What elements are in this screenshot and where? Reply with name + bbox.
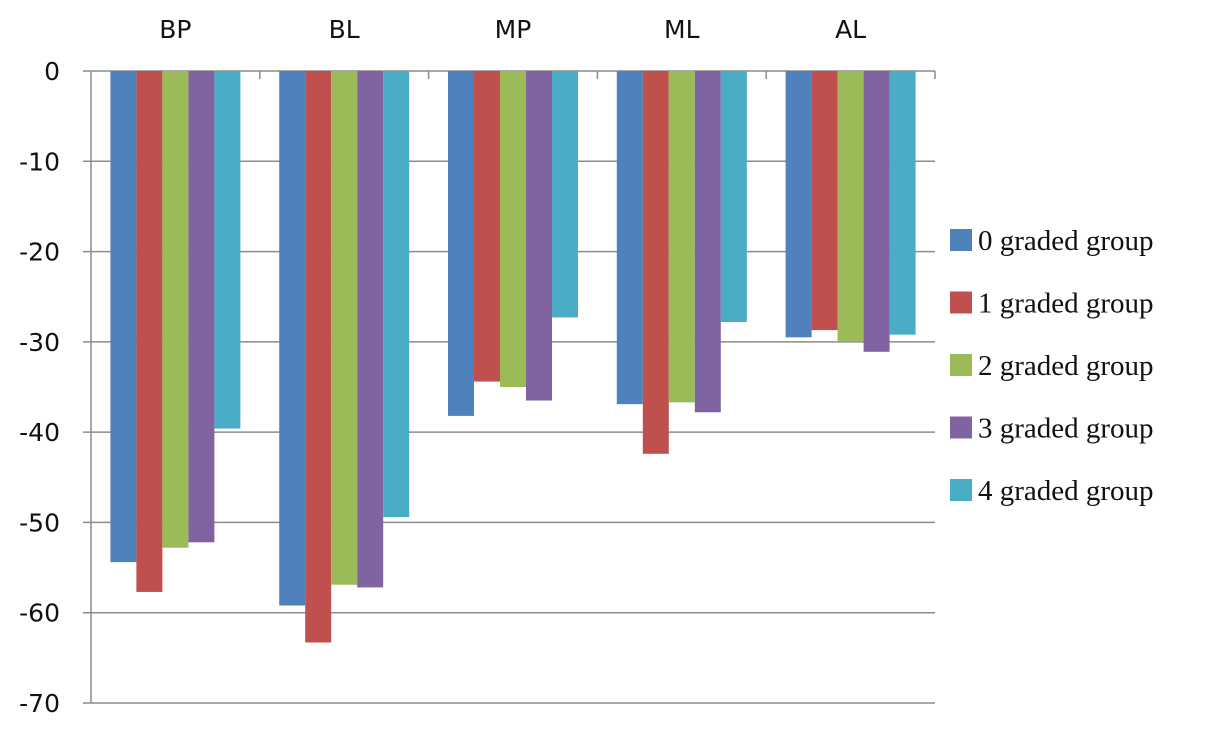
category-label: ML [664, 15, 700, 44]
axes [90, 71, 936, 703]
y-tick-label: 0 [44, 57, 60, 86]
category-labels: BP BL MP ML AL [159, 15, 866, 44]
bar-mp-series-2 [500, 71, 526, 387]
bar-bp-series-0 [110, 71, 137, 563]
y-tick-label: -20 [19, 238, 60, 267]
bar-ml-series-2 [668, 71, 695, 403]
bar-bl-series-4 [383, 71, 410, 518]
bar-bl-series-3 [357, 71, 384, 588]
bar-al-series-3 [863, 71, 890, 352]
legend-label: 0 graded group [978, 225, 1154, 257]
y-tick-label: -10 [19, 147, 60, 176]
bars [110, 71, 916, 643]
y-tick-label: -40 [19, 418, 60, 447]
category-label: AL [835, 15, 866, 44]
bar-mp-series-3 [526, 71, 552, 401]
legend-swatch [950, 291, 972, 314]
bar-bl-series-1 [305, 71, 332, 643]
bar-ml-series-4 [720, 71, 747, 322]
bar-al-series-0 [785, 71, 812, 338]
legend-label: 2 graded group [978, 350, 1154, 382]
legend-label: 3 graded group [978, 413, 1154, 445]
bar-bl-series-2 [331, 71, 358, 585]
category-label: BL [329, 15, 360, 44]
bar-mp-series-0 [448, 71, 474, 416]
bar-ml-series-3 [694, 71, 721, 413]
category-label: MP [495, 15, 532, 44]
bar-ml-series-0 [616, 71, 643, 405]
legend-label: 1 graded group [978, 288, 1154, 320]
bar-mp-series-1 [474, 71, 500, 382]
bar-bp-series-3 [188, 71, 215, 543]
y-tick-label: -60 [19, 599, 60, 628]
bar-mp-series-4 [552, 71, 578, 318]
y-tick-label: -30 [19, 328, 60, 357]
legend-swatch [950, 229, 972, 251]
y-tick-label: -50 [19, 508, 60, 537]
bar-al-series-1 [811, 71, 838, 331]
legend: 0 graded group 1 graded group 2 graded gro… [950, 225, 1154, 507]
legend-swatch [950, 416, 972, 439]
category-label: BP [159, 15, 191, 44]
bar-al-series-2 [837, 71, 864, 341]
bar-bl-series-0 [279, 71, 306, 606]
legend-swatch [950, 479, 972, 501]
y-tick-label: -70 [19, 689, 60, 718]
legend-label: 4 graded group [978, 475, 1154, 507]
bar-bp-series-1 [136, 71, 163, 592]
y-tick-labels: 0 -10 -20 -30 -40 -50 -60 -70 [19, 57, 60, 718]
legend-swatch [950, 354, 972, 376]
bar-al-series-4 [889, 71, 916, 335]
bar-bp-series-4 [214, 71, 241, 429]
bar-bp-series-2 [162, 71, 189, 548]
bar-ml-series-1 [642, 71, 669, 454]
